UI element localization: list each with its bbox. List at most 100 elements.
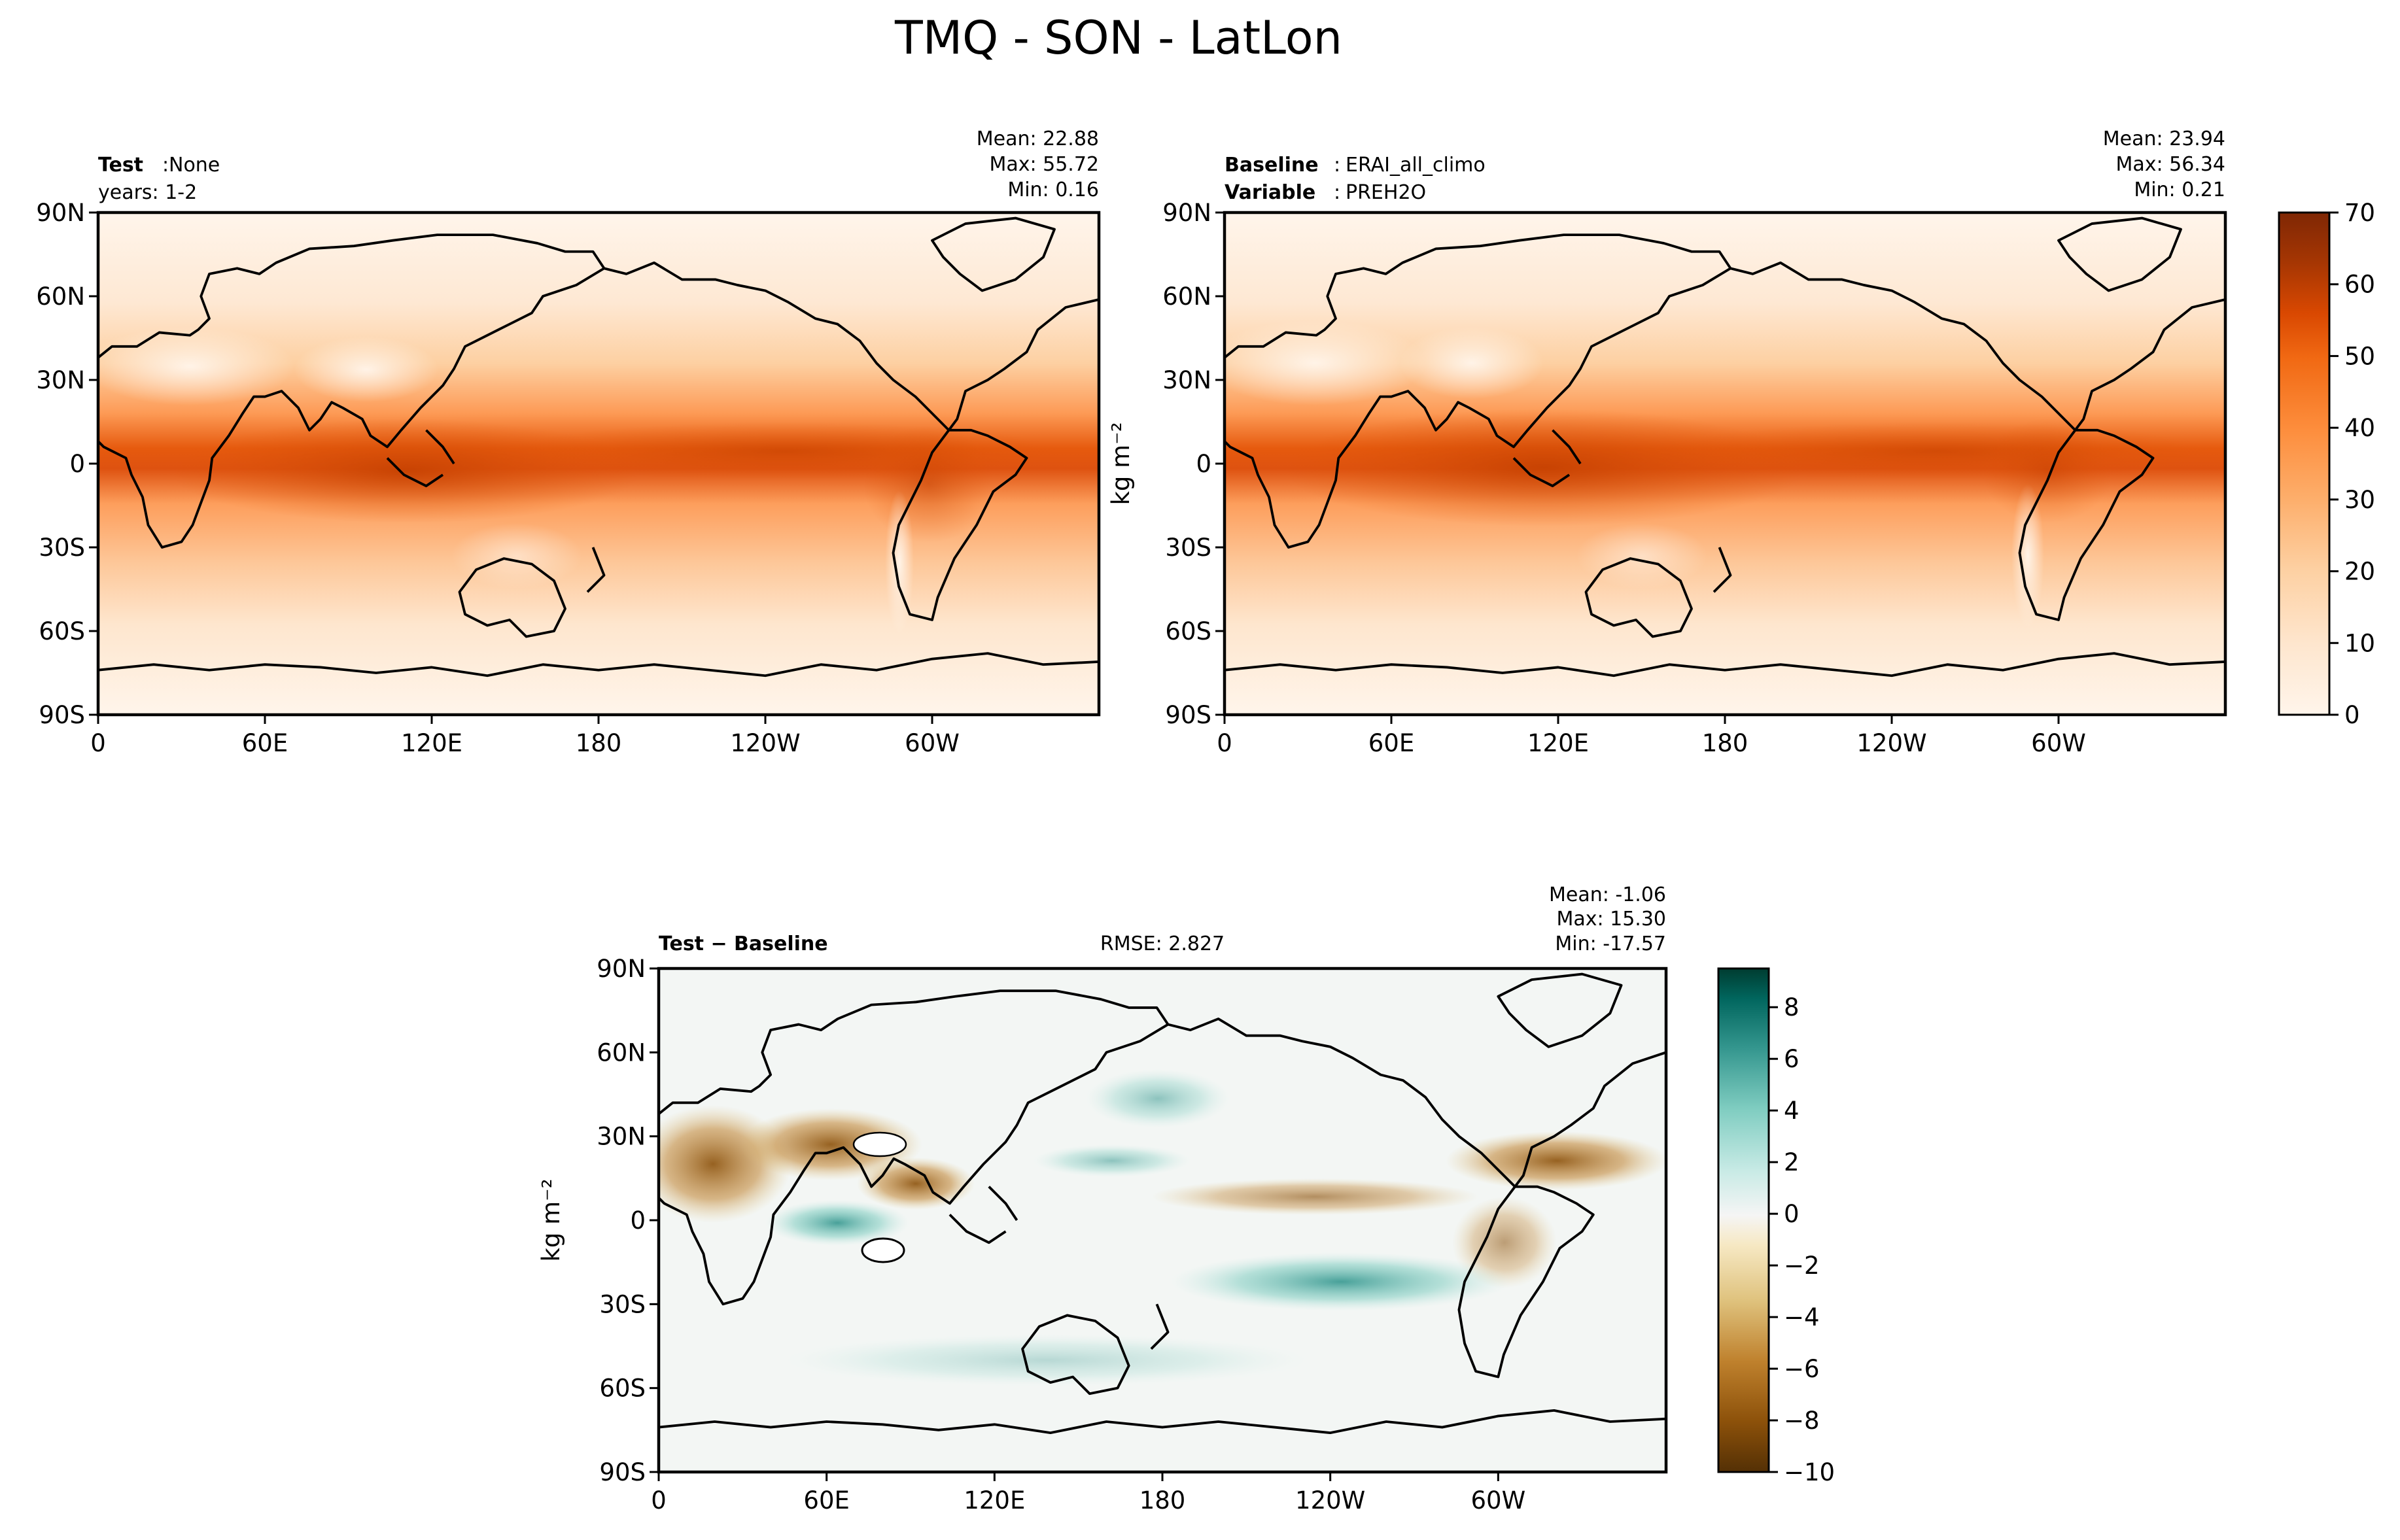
y-tick-label: 60N xyxy=(1162,282,1211,311)
reference-stat-mean: Mean: 23.94 xyxy=(2103,128,2225,150)
mean-colorbar-ticks: 0 10 20 30 40 50 60 70 xyxy=(2329,199,2375,729)
reference-variable-value: PREH2O xyxy=(1346,181,1426,204)
y-tick-label: 30S xyxy=(599,1290,646,1318)
diff-indian-ocean-blank xyxy=(861,1237,905,1263)
difference-stat-max: Max: 15.30 xyxy=(1556,908,1666,931)
reference-label-sep: : xyxy=(1334,154,1340,177)
test-andes-dry xyxy=(885,490,914,634)
x-tick-label: 120W xyxy=(730,729,800,757)
x-tick-label: 180 xyxy=(1139,1486,1186,1514)
coast-australia xyxy=(458,557,566,638)
difference-stat-mean: Mean: -1.06 xyxy=(1549,883,1666,906)
diff-west-pacific-moist xyxy=(1034,1144,1191,1177)
difference-ylabel: kg m⁻² xyxy=(537,1178,565,1261)
diff-indian-ocean-moist xyxy=(765,1200,909,1246)
x-tick-label: 120E xyxy=(1527,729,1589,757)
y-tick-label: 90S xyxy=(39,701,85,729)
test-stat-min: Min: 0.16 xyxy=(1007,179,1099,201)
reference-ylabel: kg m⁻² xyxy=(1107,422,1135,505)
y-tick-label: 0 xyxy=(69,450,85,478)
colorbar-tick-label: 70 xyxy=(2344,199,2375,227)
coast-islands xyxy=(386,429,606,593)
reference-east-pacific-band xyxy=(1661,422,2211,481)
colorbar-tick-label: 0 xyxy=(1784,1200,1800,1228)
y-tick-label: 90S xyxy=(1165,701,1211,729)
y-tick-label: 30S xyxy=(1165,534,1211,562)
colorbar-tick-label: 20 xyxy=(2344,558,2375,586)
test-label-sep: : xyxy=(162,154,169,177)
difference-x-ticks: 0 60E 120E 180 120W 60W xyxy=(651,1472,1525,1514)
test-australia-dry xyxy=(451,523,582,589)
y-tick-label: 0 xyxy=(630,1206,646,1235)
y-tick-label: 90S xyxy=(599,1458,646,1486)
x-tick-label: 60E xyxy=(803,1486,849,1514)
coast-africa-eurasia xyxy=(659,989,1170,1306)
reference-warm-pool xyxy=(1282,409,1805,526)
reference-label-value: ERAI_all_climo xyxy=(1346,154,1486,177)
colorbar-tick-label: −8 xyxy=(1784,1407,1820,1435)
test-tibet-dry xyxy=(294,337,438,402)
reference-andes-dry xyxy=(2011,484,2044,628)
difference-y-ticks: 90N 60N 30N 0 30S 60S 90S xyxy=(597,955,659,1486)
y-tick-label: 30N xyxy=(597,1123,646,1151)
difference-map xyxy=(659,968,1666,1472)
diff-east-pacific-dry xyxy=(1151,1178,1478,1215)
test-label-key: Test xyxy=(98,154,143,177)
y-tick-label: 60N xyxy=(36,282,85,311)
test-y-ticks: 90N 60N 30N 0 30S 60S 90S xyxy=(36,199,98,729)
y-tick-label: 30N xyxy=(36,366,85,394)
y-tick-label: 30S xyxy=(39,534,85,562)
coast-antarctica xyxy=(659,1409,1666,1435)
test-stat-max: Max: 55.72 xyxy=(989,153,1099,176)
difference-stat-min: Min: -17.57 xyxy=(1555,933,1666,955)
y-tick-label: 0 xyxy=(1196,450,1211,478)
test-south-america-moist xyxy=(863,425,994,543)
x-tick-label: 60E xyxy=(242,729,288,757)
colorbar-tick-label: −10 xyxy=(1784,1458,1835,1486)
figure-title: TMQ - SON - LatLon xyxy=(894,11,1342,65)
y-tick-label: 90N xyxy=(1162,199,1211,227)
coast-greenland xyxy=(2057,216,2182,292)
colorbar-tick-label: −6 xyxy=(1784,1355,1820,1383)
x-tick-label: 180 xyxy=(576,729,622,757)
diff-arabia-dry xyxy=(739,1108,922,1180)
coast-greenland xyxy=(931,216,1056,292)
x-tick-label: 0 xyxy=(1217,729,1232,757)
x-tick-label: 180 xyxy=(1702,729,1748,757)
colorbar-tick-label: 0 xyxy=(2344,701,2360,729)
reference-tibet-dry xyxy=(1400,327,1544,399)
colorbar-tick-label: 30 xyxy=(2344,486,2375,514)
x-tick-label: 60W xyxy=(1470,1486,1525,1514)
diff-atlantic-dry xyxy=(1446,1131,1666,1190)
reference-label-key: Baseline xyxy=(1225,154,1319,177)
x-tick-label: 60E xyxy=(1368,729,1414,757)
x-tick-label: 0 xyxy=(651,1486,667,1514)
coast-greenland xyxy=(1497,972,1623,1048)
y-tick-label: 60S xyxy=(599,1375,646,1403)
y-tick-label: 60S xyxy=(39,617,85,645)
x-tick-label: 0 xyxy=(90,729,106,757)
colorbar-tick-label: 6 xyxy=(1784,1045,1800,1073)
difference-rmse: RMSE: 2.827 xyxy=(1100,933,1225,955)
test-panel: Test : None years: 1-2 Mean: 22.88 Max: … xyxy=(36,128,1101,757)
coast-australia xyxy=(1584,557,1693,638)
test-x-ticks: 0 60E 120E 180 120W 60W xyxy=(90,715,960,757)
reference-australia-dry xyxy=(1576,523,1707,589)
diff-north-pacific-moist xyxy=(1086,1069,1230,1128)
y-tick-label: 60N xyxy=(597,1038,646,1067)
colorbar-tick-label: 50 xyxy=(2344,342,2375,370)
test-years-label: years: 1-2 xyxy=(98,181,197,204)
difference-colorbar-ticks: 8 6 4 2 0 −2 −4 −6 −8 −10 xyxy=(1769,993,1835,1486)
difference-colorbar xyxy=(1717,967,1770,1473)
coast-americas xyxy=(1168,1018,1666,1378)
x-tick-label: 60W xyxy=(2031,729,2086,757)
test-map xyxy=(98,213,1099,715)
test-label-value: None xyxy=(169,154,220,177)
coast-antarctica xyxy=(98,652,1099,677)
x-tick-label: 120E xyxy=(964,1486,1025,1514)
coast-americas xyxy=(604,261,1099,621)
coast-americas xyxy=(1730,261,2225,621)
colorbar-tick-label: 10 xyxy=(2344,629,2375,657)
x-tick-label: 120W xyxy=(1856,729,1926,757)
